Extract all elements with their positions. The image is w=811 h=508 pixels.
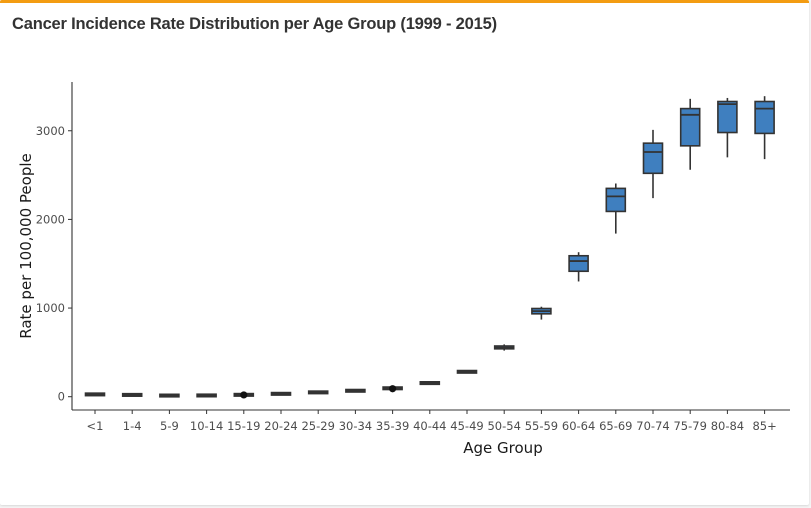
x-tick-label: 80-84 [711,419,744,433]
y-axis-title: Rate per 100,000 People [17,153,35,338]
y-tick-label: 1000 [36,301,65,315]
x-tick-label: 5-9 [160,419,179,433]
x-tick-label: 40-44 [413,419,446,433]
x-tick-label: 65-69 [599,419,632,433]
y-tick-label: 0 [58,390,65,404]
box-iqr [754,100,775,135]
box-iqr [605,187,627,213]
x-tick-label: 10-14 [190,419,223,433]
x-tick-label: 30-34 [339,419,372,433]
x-tick-label: 60-64 [562,419,595,433]
x-tick-label: 55-59 [525,419,558,433]
x-tick-label: 20-24 [264,419,297,433]
x-axis-title: Age Group [463,439,542,457]
x-tick-label: 85+ [752,419,776,433]
box-iqr [679,107,701,147]
box-iqr [717,100,738,134]
x-tick-label: 45-49 [450,419,483,433]
x-tick-label: 15-19 [227,419,260,433]
x-tick-label: 50-54 [487,419,520,433]
x-tick-label: 35-39 [376,419,409,433]
x-tick-label: 1-4 [123,419,142,433]
x-tick-label: 25-29 [301,419,334,433]
box-iqr [642,142,664,175]
box-iqr [568,254,589,273]
y-tick-label: 3000 [36,124,65,138]
outlier-point [240,391,248,399]
card-title: Cancer Incidence Rate Distribution per A… [12,15,497,33]
y-tick-label: 2000 [36,212,65,226]
x-tick-label: 70-74 [636,419,669,433]
outlier-point [389,385,397,393]
x-tick-label: <1 [87,419,104,433]
x-tick-label: 75-79 [673,419,706,433]
